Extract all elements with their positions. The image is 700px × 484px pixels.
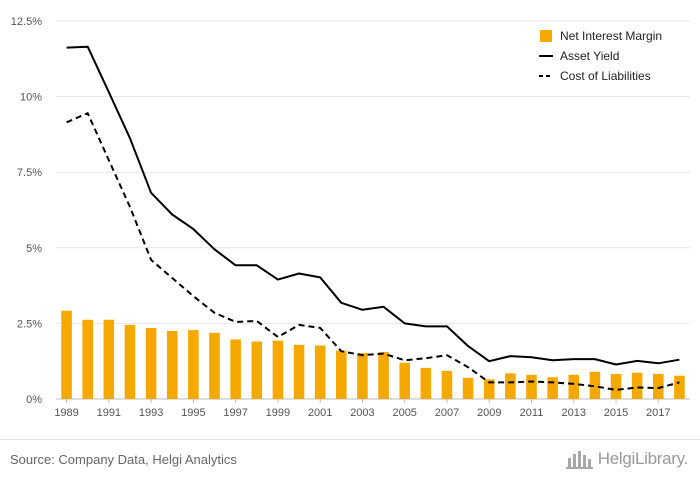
bar-2006 — [420, 367, 432, 399]
footer: Source: Company Data, Helgi Analytics He… — [0, 439, 700, 484]
bar-2001 — [314, 345, 326, 399]
bar-1993 — [145, 327, 157, 399]
bar-1990 — [82, 319, 93, 399]
brand-logo: HelgiLibrary. — [565, 448, 689, 470]
x-tick-label: 2005 — [392, 407, 416, 419]
bar-2009 — [483, 379, 495, 399]
source-text: Source: Company Data, Helgi Analytics — [10, 452, 237, 467]
bar-2014 — [589, 371, 601, 399]
bar-2010 — [505, 373, 516, 399]
bar-1995 — [188, 330, 199, 399]
bar-2000 — [293, 344, 305, 399]
x-tick-label: 1995 — [181, 407, 205, 419]
y-tick-label: 5% — [26, 243, 42, 255]
bar-2012 — [547, 377, 558, 399]
bar-2003 — [357, 353, 368, 399]
bar-1989 — [61, 310, 72, 399]
x-tick-label: 2013 — [562, 407, 586, 419]
y-tick-label: 0% — [26, 394, 42, 406]
brand-text: HelgiLibrary. — [597, 449, 689, 468]
bar-1991 — [103, 319, 115, 399]
bar-1994 — [166, 330, 178, 399]
bar-2005 — [399, 362, 410, 399]
grid — [56, 20, 690, 400]
x-axis: 1989 1991 1993 1995 1997 1999 2001 2003 2005 2007… — [54, 399, 671, 419]
legend-label: Asset Yield — [560, 49, 619, 63]
bar-2016 — [631, 372, 643, 399]
bar-2008 — [462, 377, 474, 399]
x-tick-label: 1997 — [223, 407, 247, 419]
y-tick-label: 10% — [20, 92, 42, 104]
asset-yield-line — [66, 45, 680, 366]
y-axis: 0% 2.5% 5% 7.5% 10% 12.5% — [11, 16, 42, 406]
bar-2002 — [336, 350, 347, 399]
bar-2015 — [610, 373, 622, 399]
bar-2004 — [378, 352, 389, 399]
bar-2018 — [674, 375, 685, 399]
bar-2013 — [568, 374, 580, 399]
bar-series — [61, 310, 685, 399]
x-tick-label: 1989 — [54, 407, 78, 419]
x-tick-label: 2017 — [646, 407, 670, 419]
cost-of-liabilities-line — [66, 112, 680, 391]
legend-label: Net Interest Margin — [560, 29, 662, 43]
bar-1996 — [209, 332, 220, 399]
legend-swatch-bar — [540, 30, 552, 42]
bar-2017 — [653, 373, 664, 399]
bar-1999 — [272, 340, 284, 399]
x-tick-label: 2011 — [520, 407, 544, 419]
legend: Net Interest Margin Asset Yield Cost of Li… — [539, 29, 662, 83]
library-icon — [565, 451, 593, 469]
x-tick-label: 2007 — [435, 407, 459, 419]
line-series — [66, 45, 680, 391]
bar-1998 — [251, 341, 263, 399]
x-tick-label: 2009 — [477, 407, 501, 419]
x-tick-label: 1999 — [266, 407, 290, 419]
y-tick-label: 7.5% — [17, 167, 42, 179]
bar-1992 — [124, 324, 136, 399]
bar-1997 — [230, 339, 241, 399]
bar-2007 — [441, 370, 453, 399]
chart: 0% 2.5% 5% 7.5% 10% 12.5% 1989 1991 1993 1995 199… — [11, 16, 690, 419]
bar-2011 — [526, 374, 537, 399]
x-tick-label: 2003 — [350, 407, 374, 419]
y-tick-label: 2.5% — [17, 318, 42, 330]
x-tick-label: 1993 — [139, 407, 163, 419]
y-tick-label: 12.5% — [11, 16, 42, 28]
x-tick-label: 2001 — [308, 407, 332, 419]
legend-label: Cost of Liabilities — [560, 69, 651, 83]
x-tick-label: 1991 — [97, 407, 121, 419]
x-tick-label: 2015 — [604, 407, 628, 419]
